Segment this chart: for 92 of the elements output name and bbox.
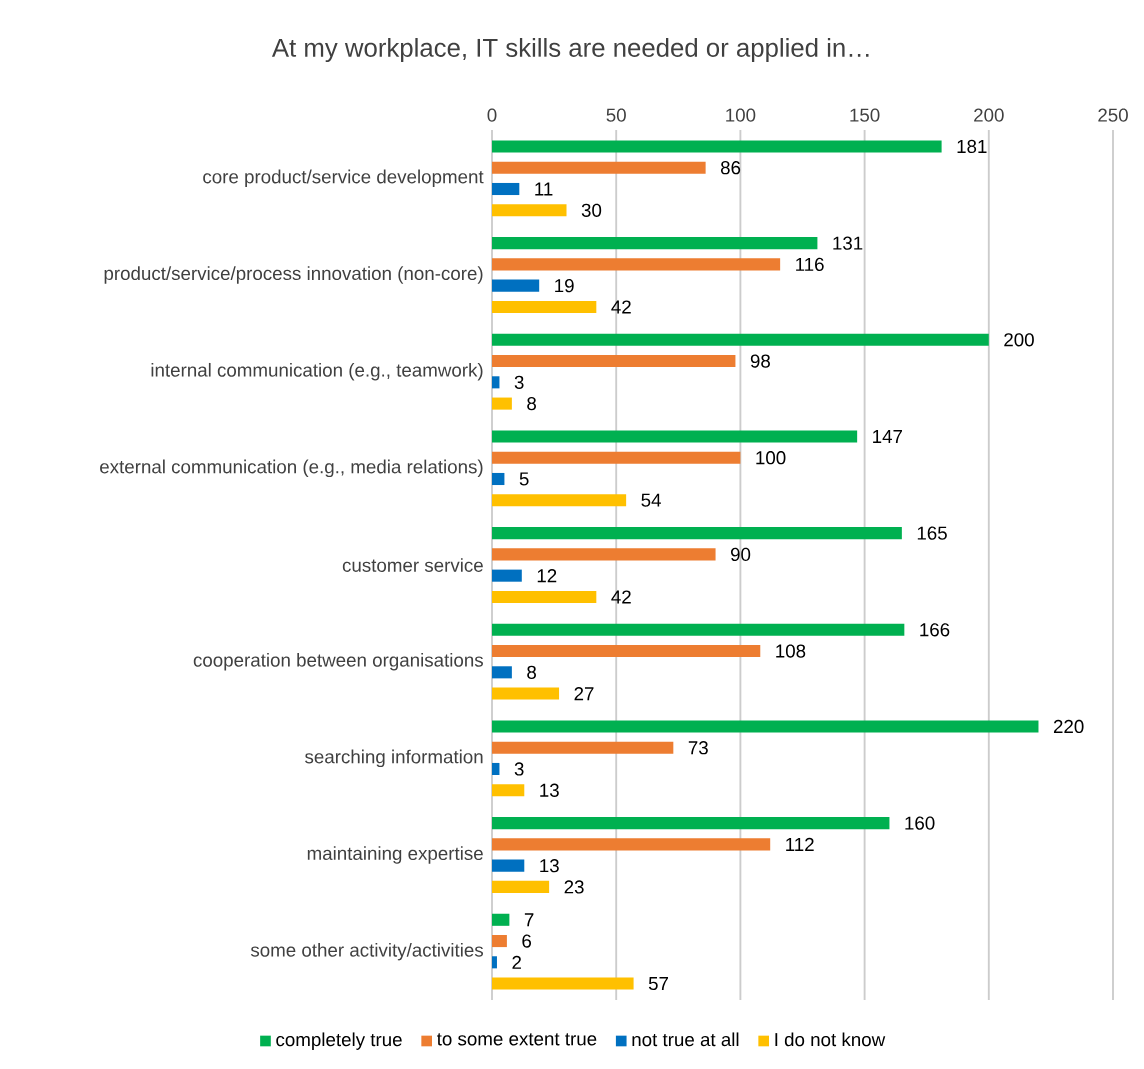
data-label: 160	[905, 816, 935, 830]
data-label: 181	[957, 139, 987, 154]
data-label: 30	[581, 203, 602, 217]
x-tick-label: 150	[850, 108, 880, 122]
legend-label: I do not know	[775, 1032, 886, 1047]
data-label: 108	[776, 644, 806, 658]
bar	[492, 397, 512, 410]
y-tick-label: searching information	[305, 749, 483, 768]
bar	[492, 237, 818, 250]
bar	[492, 376, 500, 389]
data-label: 2	[512, 955, 521, 969]
bar	[492, 430, 858, 443]
x-tick-label: 200	[974, 108, 1004, 122]
data-label: 100	[756, 451, 786, 465]
data-label: 73	[688, 741, 708, 755]
y-tick-label: product/service/process innovation (non-core)	[104, 266, 483, 284]
bar	[492, 258, 781, 271]
y-tick-label: maintaining expertise	[307, 846, 483, 864]
data-label: 90	[730, 547, 751, 562]
data-label: 5	[519, 472, 529, 486]
data-label: 42	[611, 590, 631, 604]
bar	[492, 687, 560, 700]
bar	[492, 279, 540, 292]
data-label: 220	[1053, 719, 1084, 734]
bar	[492, 527, 902, 540]
bar	[492, 645, 761, 658]
bar	[492, 720, 1039, 733]
x-tick-label: 50	[606, 108, 626, 122]
bar	[492, 762, 500, 776]
data-label: 112	[786, 837, 814, 851]
legend-label: to some extent true	[436, 1033, 597, 1046]
data-label: 165	[917, 526, 947, 540]
bar	[492, 623, 905, 636]
y-tick-label: cooperation between organisations	[193, 652, 483, 671]
bar	[492, 569, 522, 582]
bar	[492, 913, 510, 926]
data-label: 54	[641, 493, 661, 507]
bar	[492, 355, 736, 368]
data-label: 57	[648, 977, 669, 991]
data-label: 6	[522, 934, 532, 948]
chart-title: At my workplace, IT skills are needed or applied in…	[271, 37, 869, 62]
bar	[492, 859, 525, 872]
data-label: 7	[524, 913, 534, 927]
data-label: 86	[720, 161, 741, 175]
data-label: 166	[920, 623, 950, 637]
legend-label: not true at all	[632, 1032, 739, 1047]
bar	[492, 741, 674, 754]
bar	[492, 784, 525, 797]
bar	[492, 880, 550, 893]
y-tick-label: customer service	[342, 558, 483, 572]
bar	[492, 451, 741, 464]
data-label: 12	[537, 569, 557, 583]
data-label: 42	[611, 300, 631, 314]
x-tick-label: 0	[487, 108, 497, 122]
data-label: 8	[527, 665, 536, 679]
bar	[492, 161, 706, 174]
data-label: 3	[514, 762, 524, 776]
legend-label: completely true	[276, 1032, 402, 1050]
bar	[492, 838, 771, 851]
bar	[492, 548, 716, 561]
y-tick-label: internal communication (e.g., teamwork)	[151, 362, 483, 381]
x-tick-label: 250	[1098, 108, 1128, 122]
data-label: 98	[750, 354, 770, 368]
data-label: 116	[796, 257, 824, 272]
bar	[492, 204, 567, 217]
y-tick-label: some other activity/activities	[250, 942, 484, 961]
x-tick-label: 100	[726, 108, 756, 122]
data-label: 13	[540, 859, 559, 873]
bar	[492, 956, 497, 969]
data-label: 8	[527, 396, 536, 411]
data-label: 147	[873, 430, 902, 443]
y-tick-label: external communication (e.g., media relations)	[100, 459, 483, 478]
bar	[492, 590, 597, 603]
bar	[492, 300, 597, 313]
data-label: 131	[833, 236, 863, 250]
y-tick-label: core product/service development	[203, 169, 484, 188]
bar	[492, 140, 942, 153]
data-label: 13	[540, 783, 559, 797]
bar	[492, 472, 505, 486]
data-label: 200	[1004, 333, 1034, 347]
bar	[492, 182, 520, 196]
data-label: 11	[535, 182, 553, 196]
data-label: 27	[574, 687, 594, 701]
bar	[492, 333, 989, 346]
bar	[492, 935, 507, 948]
data-label: 3	[514, 375, 524, 389]
bar	[492, 494, 627, 507]
data-label: 23	[564, 880, 584, 894]
bar	[492, 817, 890, 830]
bar	[492, 977, 634, 990]
bar	[492, 666, 512, 679]
data-label: 19	[555, 279, 574, 293]
